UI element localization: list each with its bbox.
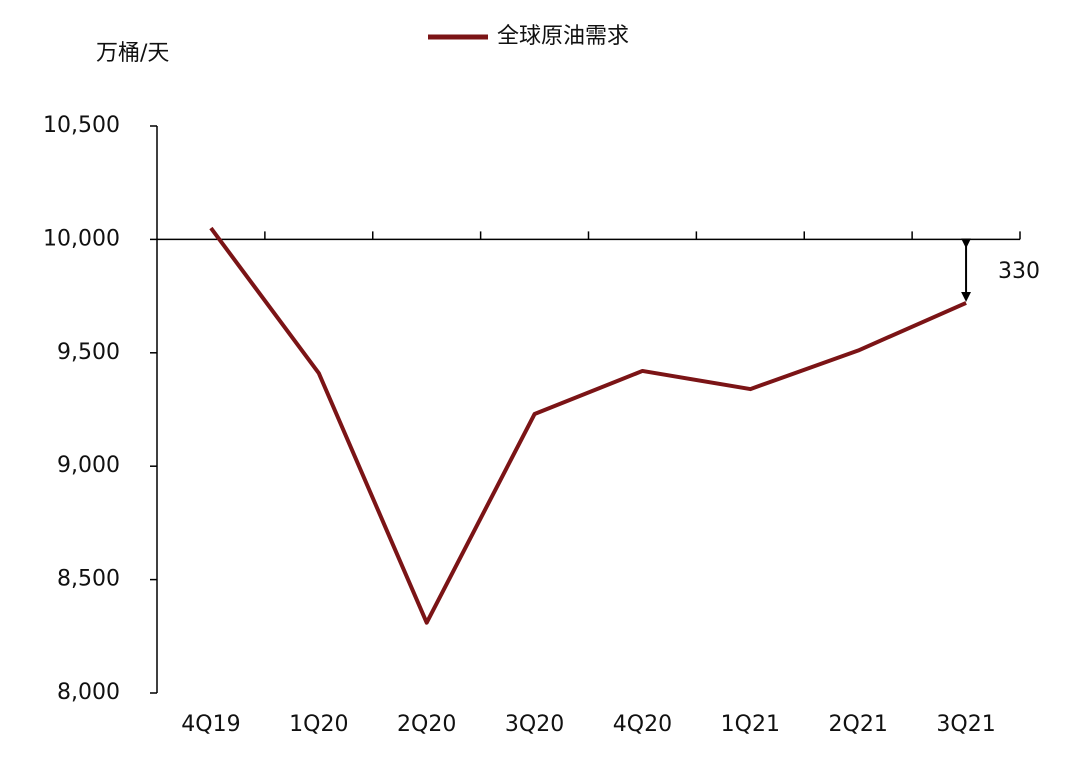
y-tick-label: 8,500 [57,567,120,592]
x-tick-label: 1Q20 [289,712,348,737]
y-tick-label: 9,000 [57,453,120,478]
y-tick-label: 10,500 [43,113,120,138]
y-tick-label: 8,000 [57,680,120,705]
x-tick-label: 3Q21 [936,712,995,737]
line-series [209,226,967,625]
x-tick-label: 2Q21 [829,712,888,737]
x-tick-label: 2Q20 [397,712,456,737]
y-tick-label: 9,500 [57,340,120,365]
x-tick-label: 4Q19 [181,712,240,737]
annotation: 330 [998,259,1040,284]
x-tick-label: 3Q20 [505,712,564,737]
x-tick-label: 1Q21 [721,712,780,737]
y-axis-unit: 万桶/天 [96,41,169,66]
y-tick-label: 10,000 [43,226,120,251]
legend-label: 全球原油需求 [497,24,629,49]
x-tick-label: 4Q20 [613,712,672,737]
